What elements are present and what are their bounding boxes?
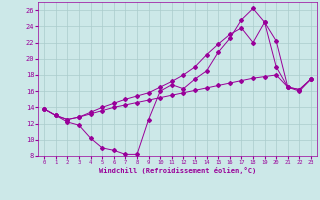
X-axis label: Windchill (Refroidissement éolien,°C): Windchill (Refroidissement éolien,°C) [99,167,256,174]
